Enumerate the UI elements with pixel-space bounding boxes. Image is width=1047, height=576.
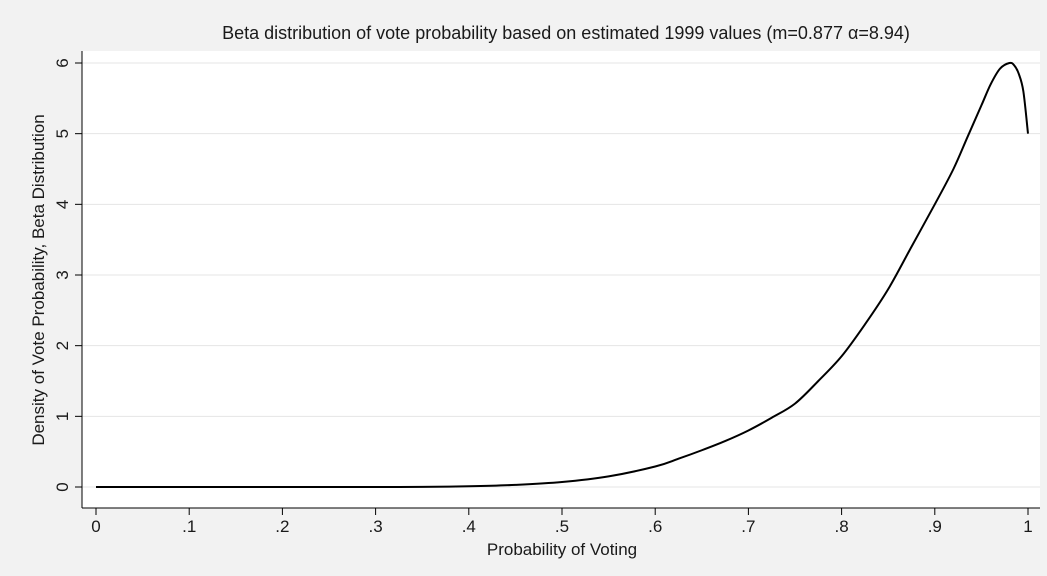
x-tick-label: .3 [369, 517, 383, 536]
plot-area [82, 51, 1040, 508]
axes [81, 51, 1040, 509]
density-curve [95, 61, 1029, 489]
y-tick-label: 3 [53, 270, 72, 279]
x-ticks: 0 .1 .2 .3 .4 .5 .6 .7 .8 .9 1 [91, 508, 1033, 536]
y-tick-label: 5 [53, 129, 72, 138]
x-tick-label: .5 [555, 517, 569, 536]
x-tick-label: 1 [1023, 517, 1032, 536]
x-tick-label: .1 [182, 517, 196, 536]
series [95, 61, 1029, 489]
y-tick-label: 2 [53, 341, 72, 350]
x-tick-label: .4 [462, 517, 476, 536]
y-tick-label: 6 [53, 58, 72, 67]
y-ticks: 0 1 2 3 4 5 6 [53, 58, 82, 492]
x-tick-label: .6 [648, 517, 662, 536]
x-tick-label: 0 [91, 517, 100, 536]
x-tick-label: .9 [928, 517, 942, 536]
chart-title: Beta distribution of vote probability ba… [222, 23, 910, 43]
x-tick-label: .7 [741, 517, 755, 536]
gridlines [82, 62, 1040, 488]
x-tick-label: .8 [835, 517, 849, 536]
x-axis-label: Probability of Voting [487, 540, 637, 559]
y-tick-label: 0 [53, 482, 72, 491]
y-tick-label: 1 [53, 412, 72, 421]
x-tick-label: .2 [275, 517, 289, 536]
y-axis-label: Density of Vote Probability, Beta Distri… [29, 114, 48, 445]
y-tick-label: 4 [53, 200, 72, 209]
